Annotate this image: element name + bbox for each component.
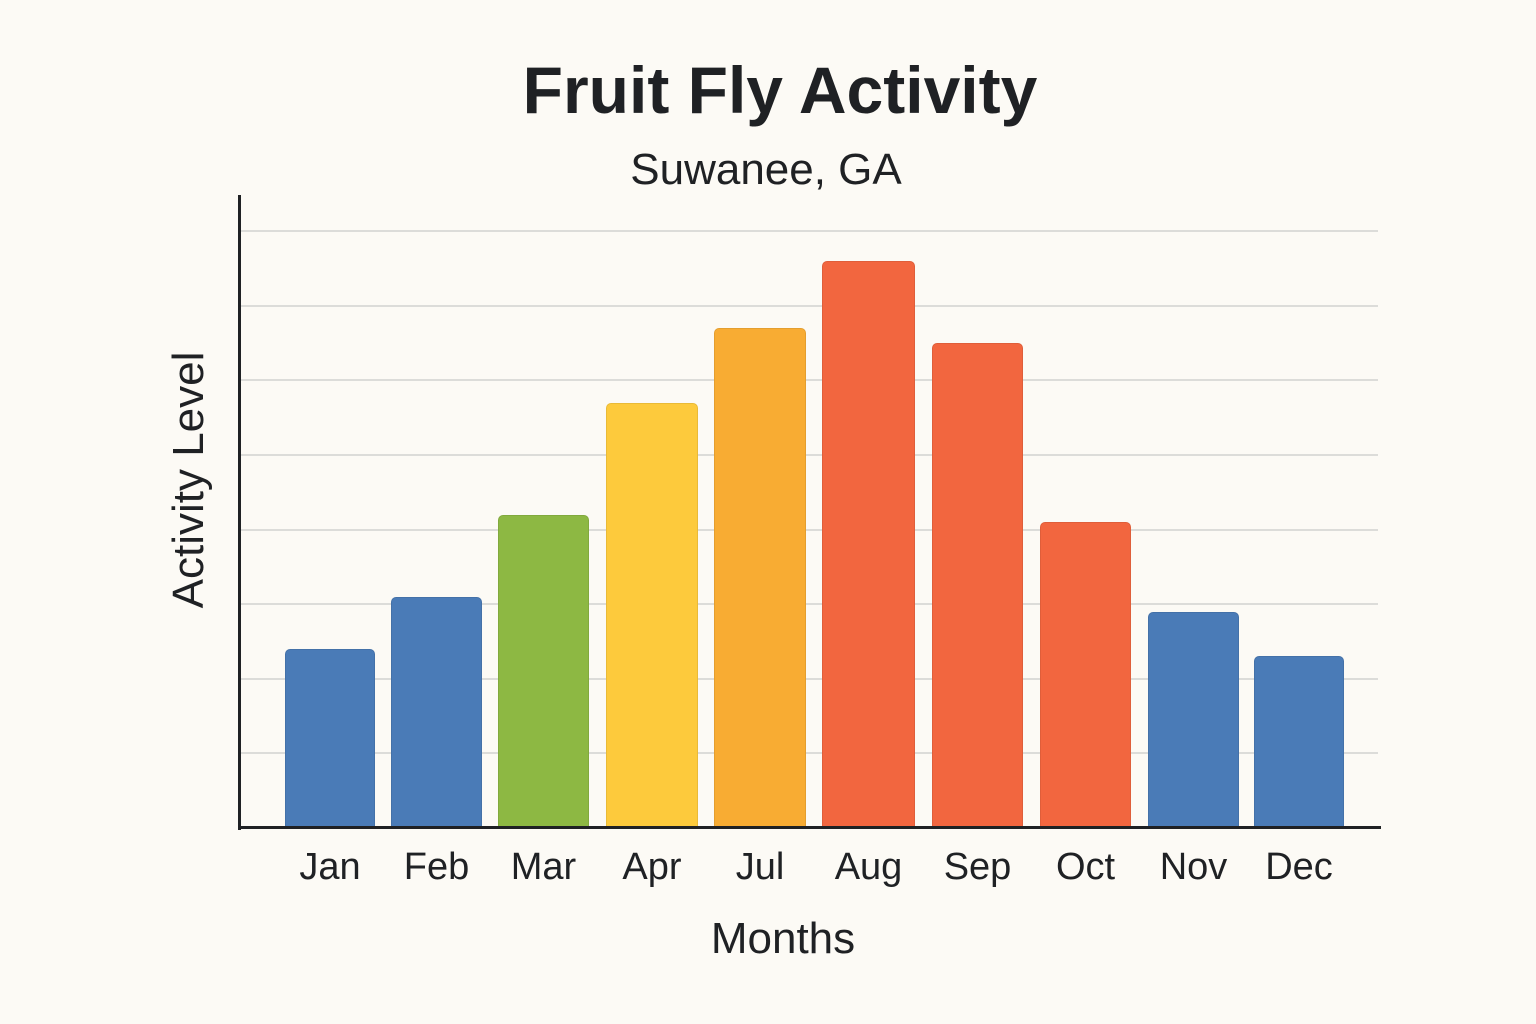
x-tick-label: Nov	[1159, 846, 1228, 888]
y-axis-label: Activity Level	[164, 351, 213, 609]
gridline	[241, 304, 1378, 307]
bar-apr	[606, 402, 698, 828]
bar-aug	[822, 261, 915, 828]
x-axis-label: Months	[710, 914, 856, 963]
bar-oct	[1040, 522, 1131, 828]
x-tick-label: Sep	[943, 846, 1012, 888]
gridline	[241, 528, 1378, 531]
bar-sep	[932, 343, 1023, 828]
x-tick-label: Oct	[1055, 846, 1116, 888]
gridline	[241, 752, 1378, 755]
chart-title: Fruit Fly Activity	[522, 53, 1038, 127]
bar-jul	[714, 328, 806, 828]
x-axis-line	[238, 826, 1381, 829]
bar-dec	[1254, 656, 1344, 828]
bar-feb	[391, 596, 482, 828]
bar-jan	[285, 648, 375, 828]
gridline	[241, 454, 1378, 456]
gridline	[241, 677, 1378, 680]
x-tick-label: Jul	[735, 846, 785, 888]
gridline	[241, 230, 1378, 233]
y-axis-line	[238, 195, 241, 830]
bar-nov	[1148, 611, 1239, 828]
x-tick-label: Mar	[510, 846, 577, 888]
gridline	[241, 379, 1378, 382]
chart-subtitle: Suwanee, GA	[630, 145, 902, 194]
x-tick-label: Feb	[403, 846, 470, 888]
x-tick-label: Apr	[622, 846, 682, 888]
x-tick-label: Jan	[299, 846, 361, 888]
plot-area	[238, 195, 1381, 830]
gridline	[241, 603, 1378, 606]
x-tick-label: Aug	[834, 846, 903, 888]
bar-mar	[498, 514, 589, 828]
x-tick-label: Dec	[1265, 846, 1333, 888]
